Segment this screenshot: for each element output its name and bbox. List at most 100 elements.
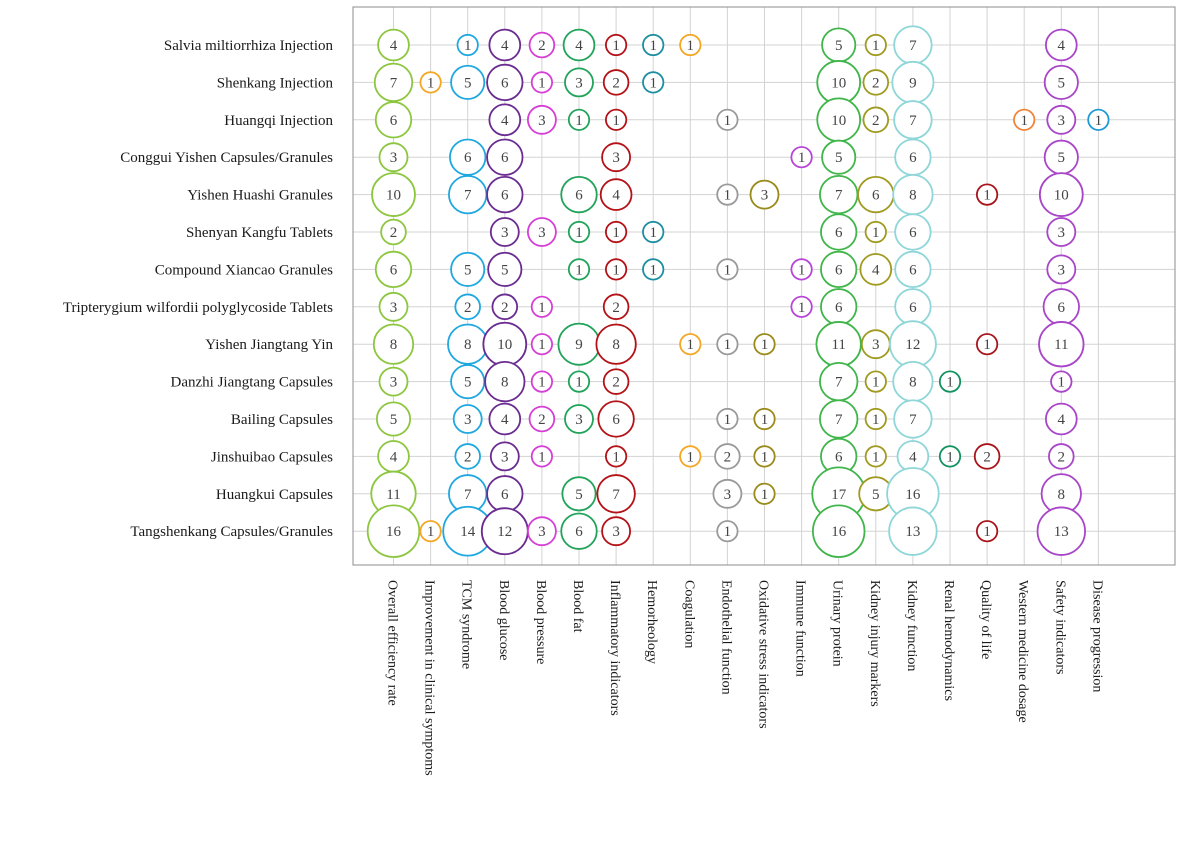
bubble-circle xyxy=(487,251,523,287)
bubble-value-label: 7 xyxy=(835,412,843,428)
bubble-circle xyxy=(378,366,409,397)
bubble-circle xyxy=(564,404,594,434)
bubble-circle xyxy=(1043,64,1079,100)
bubble: 1 xyxy=(864,370,887,393)
row-label: Tangshenkang Capsules/Granules xyxy=(130,524,333,540)
bubble: 16 xyxy=(812,504,866,558)
bubble-value-label: 3 xyxy=(761,188,769,204)
bubble-value-label: 8 xyxy=(909,375,917,391)
bubble-circle xyxy=(1046,217,1077,247)
bubble: 1 xyxy=(1087,108,1110,131)
bubble-value-label: 6 xyxy=(909,150,917,166)
bubbles: 4 1 4 2 4 1 1 1 5 1 7 47 1 5 6 1 3 2 1 10 2 9 56 4 3 1 1 1 10 2 7 1 3 13 6… xyxy=(366,25,1110,558)
bubble: 5 xyxy=(450,364,486,400)
bubble-value-label: 7 xyxy=(612,487,620,503)
column-label: Blood glucose xyxy=(496,580,511,661)
bubble-circle xyxy=(567,220,591,244)
bubble-circle xyxy=(366,504,421,558)
bubble-circle xyxy=(862,69,890,96)
bubble: 12 xyxy=(480,507,529,556)
bubble-value-label: 3 xyxy=(1058,262,1066,278)
bubble-circle xyxy=(753,482,776,505)
bubble: 1 xyxy=(790,146,813,169)
bubble-value-label: 17 xyxy=(831,487,847,503)
bubble-circle xyxy=(642,258,665,281)
row-label: Shenkang Injection xyxy=(217,75,334,91)
column-label: Safety indicators xyxy=(1052,580,1067,674)
bubble-value-label: 1 xyxy=(427,75,435,91)
bubble-circle xyxy=(821,139,857,175)
row-label: Huangkui Capsules xyxy=(216,487,333,503)
bubble: 3 xyxy=(378,142,409,173)
bubble-value-label: 1 xyxy=(612,262,620,278)
bubble: 1 xyxy=(456,33,479,57)
bubble: 1 xyxy=(567,108,591,131)
row-label: Yishen Huashi Granules xyxy=(187,188,333,204)
bubble-value-label: 6 xyxy=(501,487,509,503)
bubble-value-label: 2 xyxy=(464,300,472,316)
column-label: Blood pressure xyxy=(533,580,548,664)
bubble-value-label: 3 xyxy=(612,524,620,540)
bubble-value-label: 3 xyxy=(538,524,546,540)
bubble: 1 xyxy=(642,71,665,94)
bubble: 1 xyxy=(642,220,665,244)
bubble-value-label: 2 xyxy=(872,113,880,129)
plot-frame xyxy=(352,6,1176,566)
bubble: 7 xyxy=(373,62,414,103)
bubble-value-label: 16 xyxy=(386,524,402,540)
bubble: 2 xyxy=(862,69,890,96)
bubble: 3 xyxy=(860,329,891,360)
bubble-value-label: 1 xyxy=(612,38,620,54)
bubble: 1 xyxy=(716,258,739,281)
bubble-circle xyxy=(1013,108,1036,131)
bubble-value-label: 1 xyxy=(1095,113,1103,129)
bubble-value-label: 1 xyxy=(872,38,880,54)
bubble: 6 xyxy=(894,213,932,251)
bubble-value-label: 4 xyxy=(501,113,509,129)
bubble-value-label: 11 xyxy=(831,337,845,353)
bubble-value-label: 7 xyxy=(390,75,398,91)
bubble: 7 xyxy=(819,399,859,439)
bubble: 1 xyxy=(679,445,702,468)
bubble-value-label: 1 xyxy=(649,225,657,241)
bubble-circle xyxy=(567,108,591,131)
bubble: 2 xyxy=(1048,443,1075,470)
bubble-circle xyxy=(938,370,962,393)
column-label: Inflammatory indicators xyxy=(607,580,622,716)
bubble: 7 xyxy=(893,399,933,439)
bubble: 13 xyxy=(888,506,938,556)
bubble: 2 xyxy=(602,368,630,395)
bubble: 9 xyxy=(557,322,601,366)
bubble-value-label: 1 xyxy=(724,337,732,353)
bubble-value-label: 1 xyxy=(983,337,991,353)
bubble: 1 xyxy=(790,295,813,318)
column-label: Oxidative stress indicators xyxy=(756,580,771,729)
bubble: 1 xyxy=(604,33,628,57)
bubble-circle xyxy=(564,67,594,98)
bubble: 11 xyxy=(1038,321,1085,368)
bubble: 6 xyxy=(597,400,635,438)
bubble-value-label: 3 xyxy=(724,487,732,503)
bubble: 5 xyxy=(450,251,486,287)
bubble: 4 xyxy=(377,28,410,62)
bubble-value-label: 6 xyxy=(575,524,583,540)
bubble-value-label: 5 xyxy=(464,262,472,278)
bubble-value-label: 13 xyxy=(1054,524,1069,540)
bubble-value-label: 13 xyxy=(905,524,920,540)
bubble-circle xyxy=(893,100,933,140)
bubble-value-label: 3 xyxy=(464,412,472,428)
bubble-value-label: 8 xyxy=(390,337,398,353)
bubble: 1 xyxy=(530,333,554,356)
bubble-value-label: 1 xyxy=(872,412,880,428)
bubble: 1 xyxy=(716,333,739,356)
bubble-circle xyxy=(378,142,409,173)
bubble-circle xyxy=(488,103,522,137)
bubble-circle xyxy=(862,106,890,134)
bubble: 1 xyxy=(864,220,887,244)
bubble-circle xyxy=(491,293,519,321)
bubble-value-label: 1 xyxy=(724,412,732,428)
bubble-circle xyxy=(604,33,628,57)
column-label: Blood fat xyxy=(570,580,585,633)
bubble: 16 xyxy=(886,467,940,521)
row-label: Danzhi Jiangtang Capsules xyxy=(171,375,334,391)
